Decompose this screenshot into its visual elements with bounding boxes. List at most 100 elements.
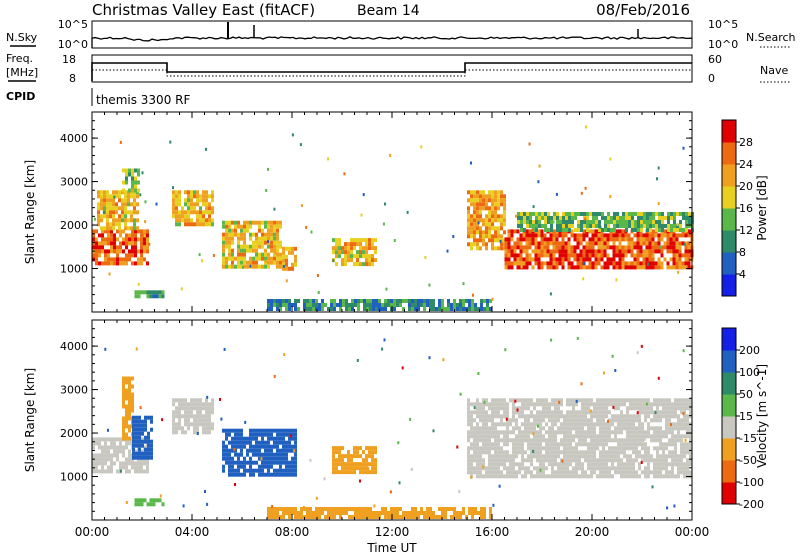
heatmap-cell-6 xyxy=(662,462,665,467)
heatmap-cell-4 xyxy=(231,248,234,253)
heatmap-cell-6 xyxy=(683,450,686,455)
heatmap-cell-11 xyxy=(420,303,423,307)
heatmap-cell-8 xyxy=(582,237,586,242)
heatmap-cell-8 xyxy=(543,249,547,254)
heatmap-cell-4 xyxy=(279,428,282,433)
heatmap-cell-4 xyxy=(231,240,234,245)
heatmap-cell-3 xyxy=(205,406,208,411)
heatmap-cell-4 xyxy=(228,456,231,461)
heatmap-cell-8 xyxy=(450,515,453,519)
heatmap-cell-8 xyxy=(354,515,357,519)
heatmap-cell-5 xyxy=(347,470,350,475)
heatmap-cell-0 xyxy=(98,245,101,250)
heatmap-cell-2 xyxy=(132,431,135,436)
heatmap-cell-4 xyxy=(240,448,243,453)
heatmap-cell-6 xyxy=(359,246,362,251)
heatmap-cell-7 xyxy=(503,202,506,207)
heatmap-cell-6 xyxy=(569,462,572,467)
heatmap-cell-6 xyxy=(353,238,356,243)
speckle-cell xyxy=(650,252,653,255)
heatmap-cell-11 xyxy=(270,299,273,303)
speckle-cell xyxy=(273,374,276,378)
heatmap-cell-6 xyxy=(629,454,632,459)
heatmap-cell-4 xyxy=(285,456,288,461)
speckle-cell xyxy=(360,213,363,217)
heatmap-cell-8 xyxy=(384,507,387,511)
heatmap-cell-8 xyxy=(576,261,580,266)
heatmap-cell-11 xyxy=(390,299,393,303)
heatmap-cell-6 xyxy=(515,470,518,475)
heatmap-cell-7 xyxy=(485,234,488,239)
heatmap-cell-4 xyxy=(228,232,231,237)
heatmap-cell-6 xyxy=(554,410,557,415)
heatmap-cell-6 xyxy=(479,438,482,443)
heatmap-cell-3 xyxy=(190,402,193,407)
heatmap-cell-6 xyxy=(638,442,641,447)
heatmap-cell-6 xyxy=(362,254,365,259)
heatmap-cell-6 xyxy=(524,434,527,439)
speckle-cell xyxy=(558,400,561,404)
heatmap-cell-1 xyxy=(103,202,106,207)
heatmap-cell-8 xyxy=(603,241,607,246)
heatmap-cell-3 xyxy=(205,206,208,211)
heatmap-cell-3 xyxy=(187,414,190,419)
heatmap-cell-3 xyxy=(187,402,190,407)
heatmap-cell-6 xyxy=(584,442,587,447)
speckle-cell xyxy=(446,249,449,253)
heatmap-cell-3 xyxy=(205,202,208,207)
heatmap-cell-7 xyxy=(470,218,473,223)
heatmap-cell-4 xyxy=(225,428,228,433)
heatmap-cell-4 xyxy=(237,440,240,445)
heatmap-cell-0 xyxy=(101,465,104,470)
heatmap-cell-3 xyxy=(202,190,205,195)
heatmap-cell-6 xyxy=(485,450,488,455)
heatmap-cell-5 xyxy=(365,462,368,467)
heatmap-cell-6 xyxy=(590,454,593,459)
heatmap-cell-11 xyxy=(351,303,354,307)
heatmap-cell-6 xyxy=(488,414,491,419)
heatmap-cell-6 xyxy=(521,438,524,443)
heatmap-cell-4 xyxy=(237,264,240,269)
heatmap-cell-0 xyxy=(131,229,134,234)
heatmap-cell-1 xyxy=(128,428,131,433)
heatmap-cell-3 xyxy=(205,430,208,435)
heatmap-cell-8 xyxy=(564,249,568,254)
heatmap-cell-9 xyxy=(640,228,643,232)
heatmap-cell-4 xyxy=(222,240,225,245)
heatmap-cell-9 xyxy=(667,212,670,216)
heatmap-cell-6 xyxy=(653,434,656,439)
heatmap-cell-7 xyxy=(470,246,473,251)
heatmap-cell-5 xyxy=(347,466,350,471)
heatmap-cell-6 xyxy=(335,250,338,255)
heatmap-cell-3 xyxy=(202,426,205,431)
heatmap-cell-4 xyxy=(243,244,246,249)
heatmap-cell-8 xyxy=(513,245,517,250)
heatmap-cell-0 xyxy=(98,241,101,246)
heatmap-cell-4 xyxy=(279,244,282,249)
heatmap-cell-0 xyxy=(140,237,143,242)
heatmap-cell-6 xyxy=(530,458,533,463)
heatmap-cell-6 xyxy=(353,242,356,247)
heatmap-cell-6 xyxy=(671,430,674,435)
heatmap-cell-6 xyxy=(542,470,545,475)
heatmap-cell-6 xyxy=(497,462,500,467)
speckle-cell xyxy=(607,419,609,423)
heatmap-cell-6 xyxy=(518,414,521,419)
heatmap-cell-5 xyxy=(338,462,341,467)
heatmap-cell-6 xyxy=(518,450,521,455)
heatmap-cell-6 xyxy=(623,462,626,467)
heatmap-cell-4 xyxy=(243,468,246,473)
heatmap-cell-9 xyxy=(646,228,649,232)
heatmap-cell-8 xyxy=(630,261,634,266)
heatmap-cell-6 xyxy=(620,430,623,435)
speckle-cell xyxy=(180,287,183,291)
heatmap-cell-8 xyxy=(648,261,652,266)
heatmap-cell-6 xyxy=(344,246,347,251)
speckle-cell xyxy=(599,225,602,229)
heatmap-cell-1 xyxy=(131,376,134,381)
heatmap-cell-6 xyxy=(545,398,548,403)
heatmap-cell-9 xyxy=(655,212,658,216)
heatmap-cell-8 xyxy=(612,237,616,242)
heatmap-cell-2 xyxy=(150,451,153,456)
heatmap-cell-4 xyxy=(255,240,258,245)
